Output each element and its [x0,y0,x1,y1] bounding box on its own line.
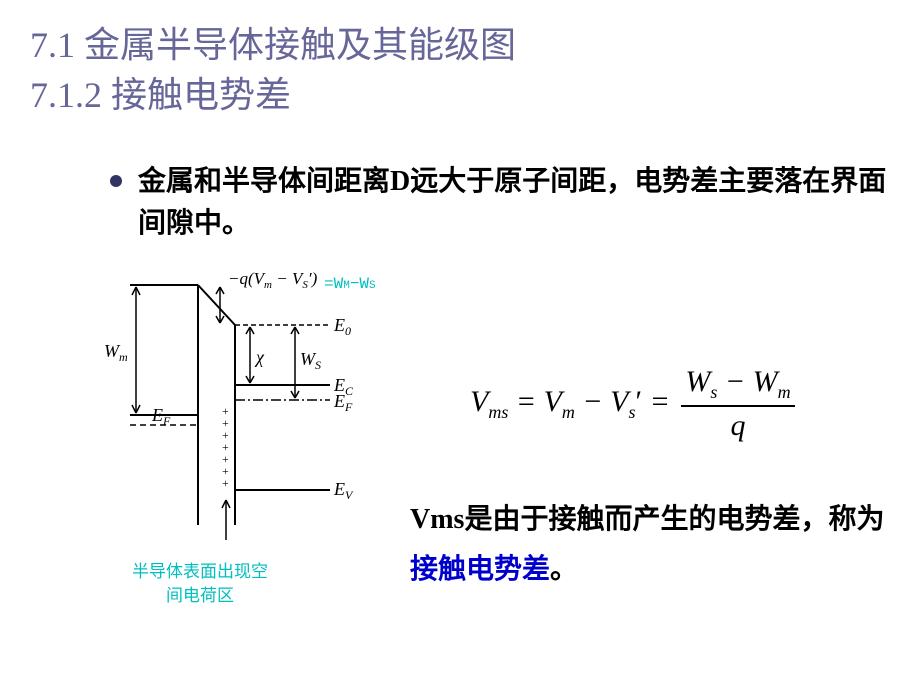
svg-text:χ: χ [254,347,265,367]
bullet-dot-icon [110,175,122,187]
closing-suffix: 。 [550,554,578,585]
diagram-svg: + + + + + + + Wm EF −q(Vm − VS′ [100,265,420,555]
bullet-block: 金属和半导体间距离D远大于原子间距，电势差主要落在界面间隙中。 [30,161,890,245]
diagram-annotation: =WM−WS [324,275,376,293]
content-area: + + + + + + + Wm EF −q(Vm − VS′ [30,265,890,665]
title-block: 7.1 金属半导体接触及其能级图 7.1.2 接触电势差 [30,20,890,121]
svg-text:−q(Vm − VS′): −q(Vm − VS′) [228,269,318,291]
equation-vms: Vms = Vm − Vs′ = Ws − Wmq [470,365,799,443]
svg-text:EV: EV [333,479,354,502]
svg-text:+: + [222,476,229,490]
bullet-item: 金属和半导体间距离D远大于原子间距，电势差主要落在界面间隙中。 [110,161,890,245]
energy-band-diagram: + + + + + + + Wm EF −q(Vm − VS′ [100,265,420,555]
closing-prefix: Vms是由于接触而产生的电势差，称为 [410,504,884,535]
svg-text:WS: WS [300,349,321,372]
svg-text:E0: E0 [333,315,351,338]
diagram-caption: 半导体表面出现空间电荷区 [130,560,270,608]
closing-text: Vms是由于接触而产生的电势差，称为接触电势差。 [410,495,910,596]
closing-highlight: 接触电势差 [410,554,550,585]
svg-text:Wm: Wm [104,341,128,364]
slide: 7.1 金属半导体接触及其能级图 7.1.2 接触电势差 金属和半导体间距离D远… [0,0,920,690]
title-line-1: 7.1 金属半导体接触及其能级图 [30,20,890,70]
title-line-2: 7.1.2 接触电势差 [30,70,890,120]
svg-text:EF: EF [151,405,171,428]
bullet-text: 金属和半导体间距离D远大于原子间距，电势差主要落在界面间隙中。 [138,161,890,245]
